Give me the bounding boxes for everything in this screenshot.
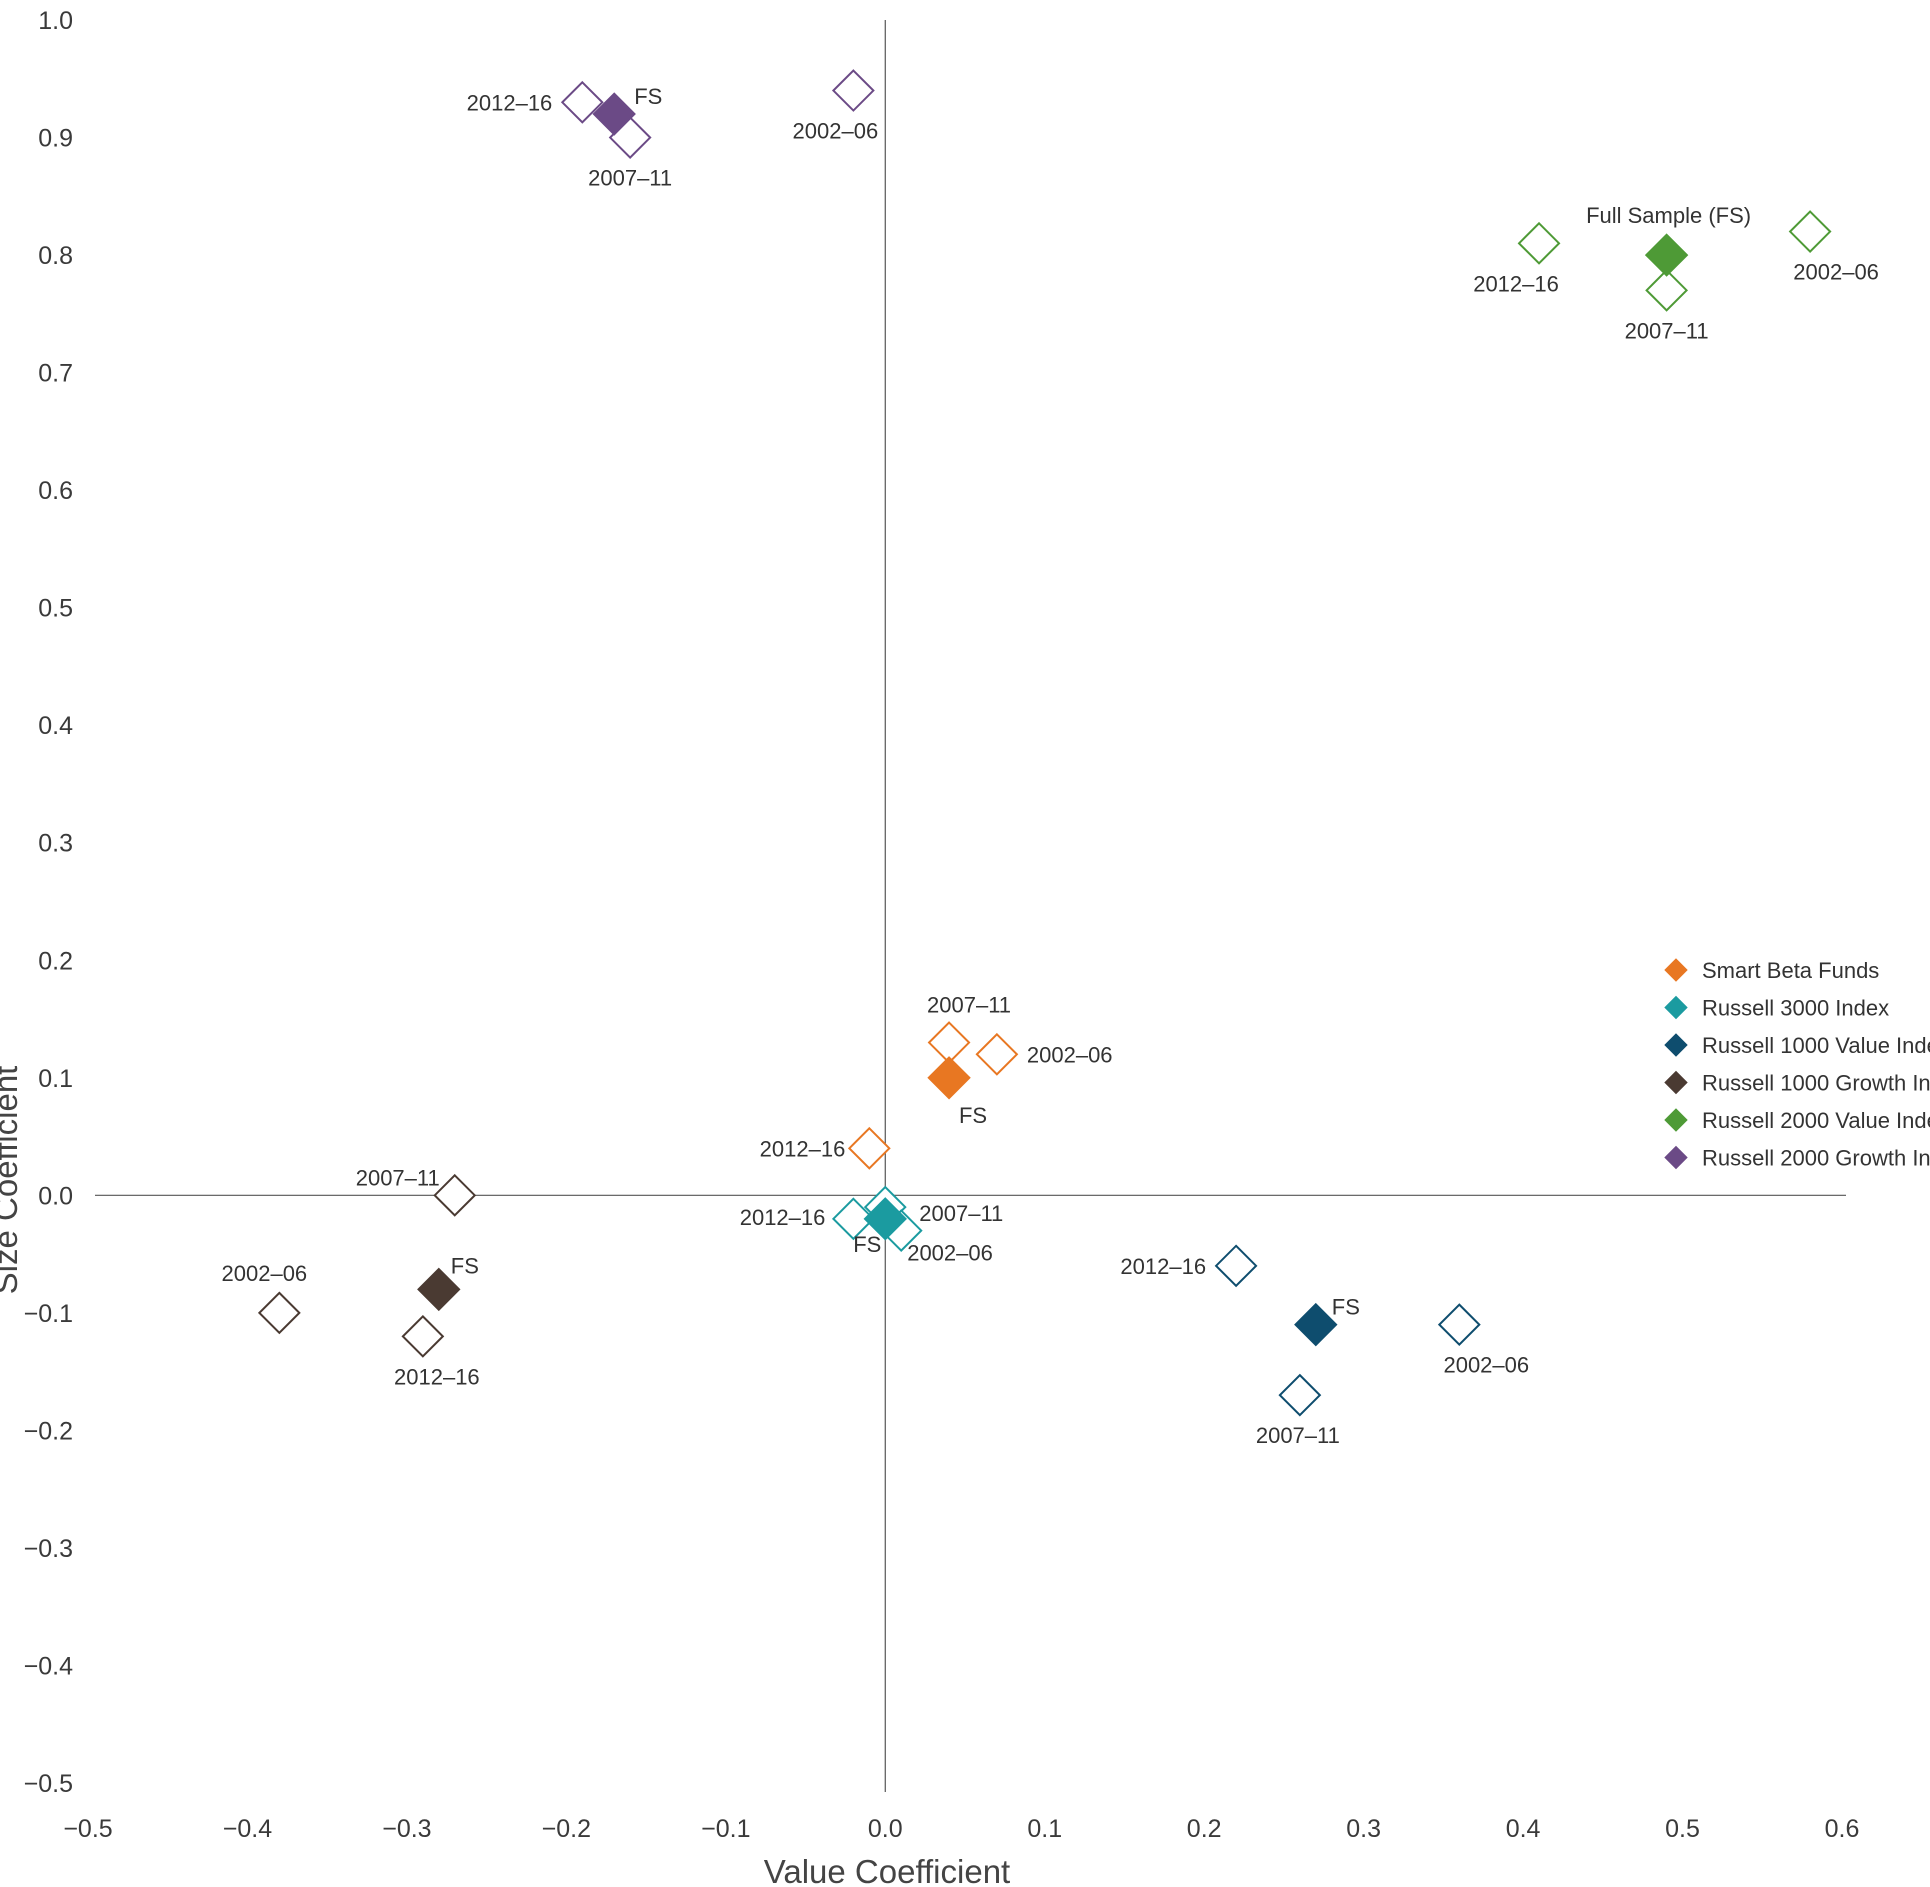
point-label: 2002–06	[222, 1261, 308, 1286]
y-tick-label: −0.4	[24, 1652, 73, 1680]
point-label: FS	[1332, 1295, 1360, 1320]
y-tick-label: 0.9	[38, 125, 73, 153]
y-tick-label: 0.4	[38, 712, 73, 740]
data-point-period	[831, 69, 875, 112]
x-tick-label: −0.3	[382, 1815, 431, 1843]
legend-label: Russell 2000 Growth Index	[1702, 1146, 1930, 1171]
data-point-full-sample	[1294, 1302, 1338, 1347]
point-label: FS	[959, 1103, 987, 1128]
point-label: 2007–11	[927, 993, 1011, 1018]
point-label: 2007–11	[356, 1165, 440, 1190]
data-point-period	[831, 1197, 875, 1241]
data-point-period	[433, 1173, 477, 1217]
x-tick-label: −0.1	[701, 1815, 750, 1843]
point-label: 2012–16	[467, 90, 553, 115]
y-tick-label: 0.1	[38, 1065, 73, 1093]
y-axis-title: Size Coefficient	[0, 1066, 24, 1295]
point-label: 2007–11	[1625, 318, 1709, 343]
x-tick-label: 0.6	[1825, 1815, 1860, 1843]
legend-label: Russell 1000 Value Index	[1702, 1033, 1930, 1058]
data-point-full-sample	[927, 1056, 971, 1100]
point-label: 2012–16	[740, 1205, 826, 1230]
y-tick-label: 0.5	[38, 595, 73, 623]
legend-marker	[1664, 995, 1688, 1020]
data-point-full-sample	[592, 92, 636, 136]
x-tick-label: −0.5	[63, 1815, 112, 1843]
data-point-full-sample	[1644, 233, 1689, 277]
data-point-period	[1517, 221, 1561, 265]
y-tick-label: −0.1	[24, 1300, 73, 1328]
point-label: 2007–11	[588, 166, 672, 191]
point-label: Full Sample (FS)	[1586, 203, 1751, 228]
y-tick-label: −0.2	[24, 1417, 73, 1445]
point-label: FS	[853, 1232, 881, 1257]
x-tick-label: −0.2	[542, 1815, 591, 1843]
legend-marker	[1664, 1070, 1688, 1095]
y-tick-label: −0.3	[24, 1535, 73, 1563]
legend-marker	[1664, 1145, 1688, 1170]
point-labels: FS 2007–11 2002–06 2012–16 FS 2007–11 2002–06 2…	[222, 84, 1879, 1448]
legend-label: Smart Beta Funds	[1702, 958, 1879, 983]
y-tick-label: 0.3	[38, 830, 73, 858]
data-point-period	[1788, 210, 1832, 253]
x-axis-title: Value Coefficient	[764, 1853, 1010, 1887]
y-tick-label: 0.2	[38, 947, 73, 975]
y-tick-label: 0.6	[38, 477, 73, 505]
data-points	[257, 69, 1832, 1417]
x-tick-label: 0.3	[1346, 1815, 1381, 1843]
data-point-period	[1278, 1373, 1322, 1417]
x-tick-label: 0.4	[1506, 1815, 1541, 1843]
y-tick-label: 0.0	[38, 1182, 73, 1210]
data-point-period	[975, 1032, 1019, 1076]
legend-label: Russell 3000 Index	[1702, 996, 1889, 1021]
point-label: 2012–16	[760, 1136, 846, 1161]
x-tick-label: 0.0	[868, 1815, 903, 1843]
legend-label: Russell 2000 Value Index	[1702, 1108, 1930, 1133]
data-point-period	[401, 1314, 445, 1358]
legend-marker	[1664, 1108, 1688, 1132]
point-label: FS	[634, 84, 662, 109]
axes-layer	[95, 20, 1846, 1792]
x-tick-label: 0.2	[1187, 1815, 1222, 1843]
point-label: 2002–06	[793, 119, 879, 144]
x-tick-label: −0.4	[223, 1815, 272, 1843]
point-label: FS	[451, 1253, 479, 1278]
point-label: 2012–16	[1120, 1254, 1206, 1279]
data-point-period	[1645, 268, 1689, 312]
legend: Smart Beta Funds Russell 3000 Index Russel…	[1664, 958, 1930, 1171]
y-tick-label: −0.5	[24, 1770, 73, 1798]
data-point-full-sample	[863, 1197, 907, 1241]
data-point-period	[1214, 1244, 1258, 1288]
data-point-period	[847, 1126, 891, 1170]
point-label: 2007–11	[919, 1201, 1003, 1226]
data-point-full-sample	[417, 1267, 461, 1312]
y-tick-label: 1.0	[38, 7, 73, 35]
y-tick-label: 0.7	[38, 360, 73, 388]
point-label: 2002–06	[1027, 1042, 1113, 1067]
legend-marker	[1664, 1033, 1688, 1057]
point-label: 2007–11	[1256, 1423, 1340, 1448]
x-tick-label: 0.5	[1665, 1815, 1700, 1843]
point-label: 2002–06	[1793, 260, 1879, 285]
data-point-period	[1437, 1303, 1481, 1347]
legend-marker	[1664, 958, 1688, 982]
tick-labels: −0.5 −0.4 −0.3 −0.2 −0.1 0.0 0.1 0.2 0.3 0.4 0.5 0.…	[24, 7, 1860, 1843]
point-label: 2002–06	[907, 1241, 993, 1266]
data-point-period	[560, 80, 604, 124]
point-label: 2012–16	[394, 1364, 480, 1389]
x-tick-label: 0.1	[1027, 1815, 1062, 1843]
point-label: 2002–06	[1443, 1353, 1529, 1378]
legend-label: Russell 1000 Growth Index	[1702, 1071, 1930, 1096]
data-point-period	[257, 1291, 301, 1335]
point-label: 2012–16	[1473, 271, 1559, 296]
y-tick-label: 0.8	[38, 242, 73, 270]
